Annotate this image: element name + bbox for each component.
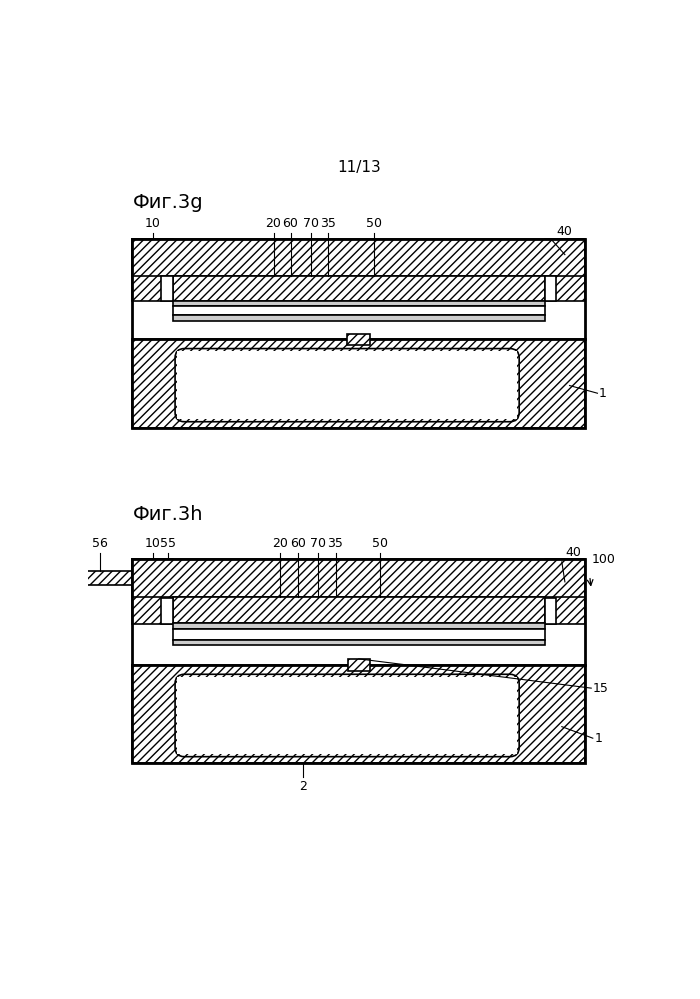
Text: 20: 20 — [265, 217, 281, 230]
Text: 40: 40 — [556, 225, 573, 238]
Text: Фиг.3g: Фиг.3g — [132, 193, 203, 212]
Text: 1: 1 — [599, 387, 607, 400]
Text: 35: 35 — [320, 217, 336, 230]
Bar — [132, 665, 585, 763]
FancyBboxPatch shape — [175, 349, 519, 422]
Bar — [545, 558, 585, 624]
Bar — [132, 558, 585, 597]
Bar — [173, 307, 545, 316]
Text: 56: 56 — [92, 536, 108, 549]
Text: 70: 70 — [311, 536, 326, 549]
Text: 40: 40 — [565, 545, 581, 558]
Bar — [161, 276, 173, 301]
Text: 50: 50 — [372, 536, 389, 549]
Bar — [545, 276, 556, 301]
Bar — [173, 639, 545, 645]
Bar — [173, 301, 545, 307]
Text: 60: 60 — [283, 217, 298, 230]
Text: 35: 35 — [328, 536, 344, 549]
Bar — [177, 351, 517, 420]
Bar — [132, 340, 585, 428]
Bar — [177, 676, 517, 754]
Bar — [348, 659, 370, 671]
Text: 55: 55 — [160, 536, 176, 549]
Bar — [173, 628, 545, 639]
Text: 60: 60 — [290, 536, 306, 549]
Bar — [132, 558, 585, 763]
FancyBboxPatch shape — [175, 674, 519, 756]
Bar — [161, 598, 173, 624]
Bar — [132, 558, 173, 624]
Bar — [173, 276, 545, 301]
Text: 15: 15 — [593, 681, 609, 694]
Bar — [173, 623, 545, 628]
Bar — [66, 571, 132, 585]
Text: 20: 20 — [272, 536, 288, 549]
Bar — [173, 316, 545, 321]
Bar — [545, 239, 585, 301]
Bar — [545, 598, 556, 624]
Bar — [132, 239, 585, 276]
Text: 100: 100 — [592, 553, 615, 566]
Text: 50: 50 — [366, 217, 382, 230]
Text: Фиг.3h: Фиг.3h — [132, 504, 203, 523]
Text: 2: 2 — [299, 780, 307, 793]
Text: 1: 1 — [594, 731, 602, 744]
Bar — [347, 334, 370, 345]
Bar — [173, 597, 545, 623]
Text: 10: 10 — [145, 536, 160, 549]
Bar — [132, 239, 585, 428]
Bar — [177, 676, 517, 754]
Bar — [177, 351, 517, 420]
Text: 10: 10 — [145, 217, 160, 230]
Text: 70: 70 — [302, 217, 318, 230]
Text: 11/13: 11/13 — [337, 160, 381, 175]
Bar — [132, 239, 173, 301]
